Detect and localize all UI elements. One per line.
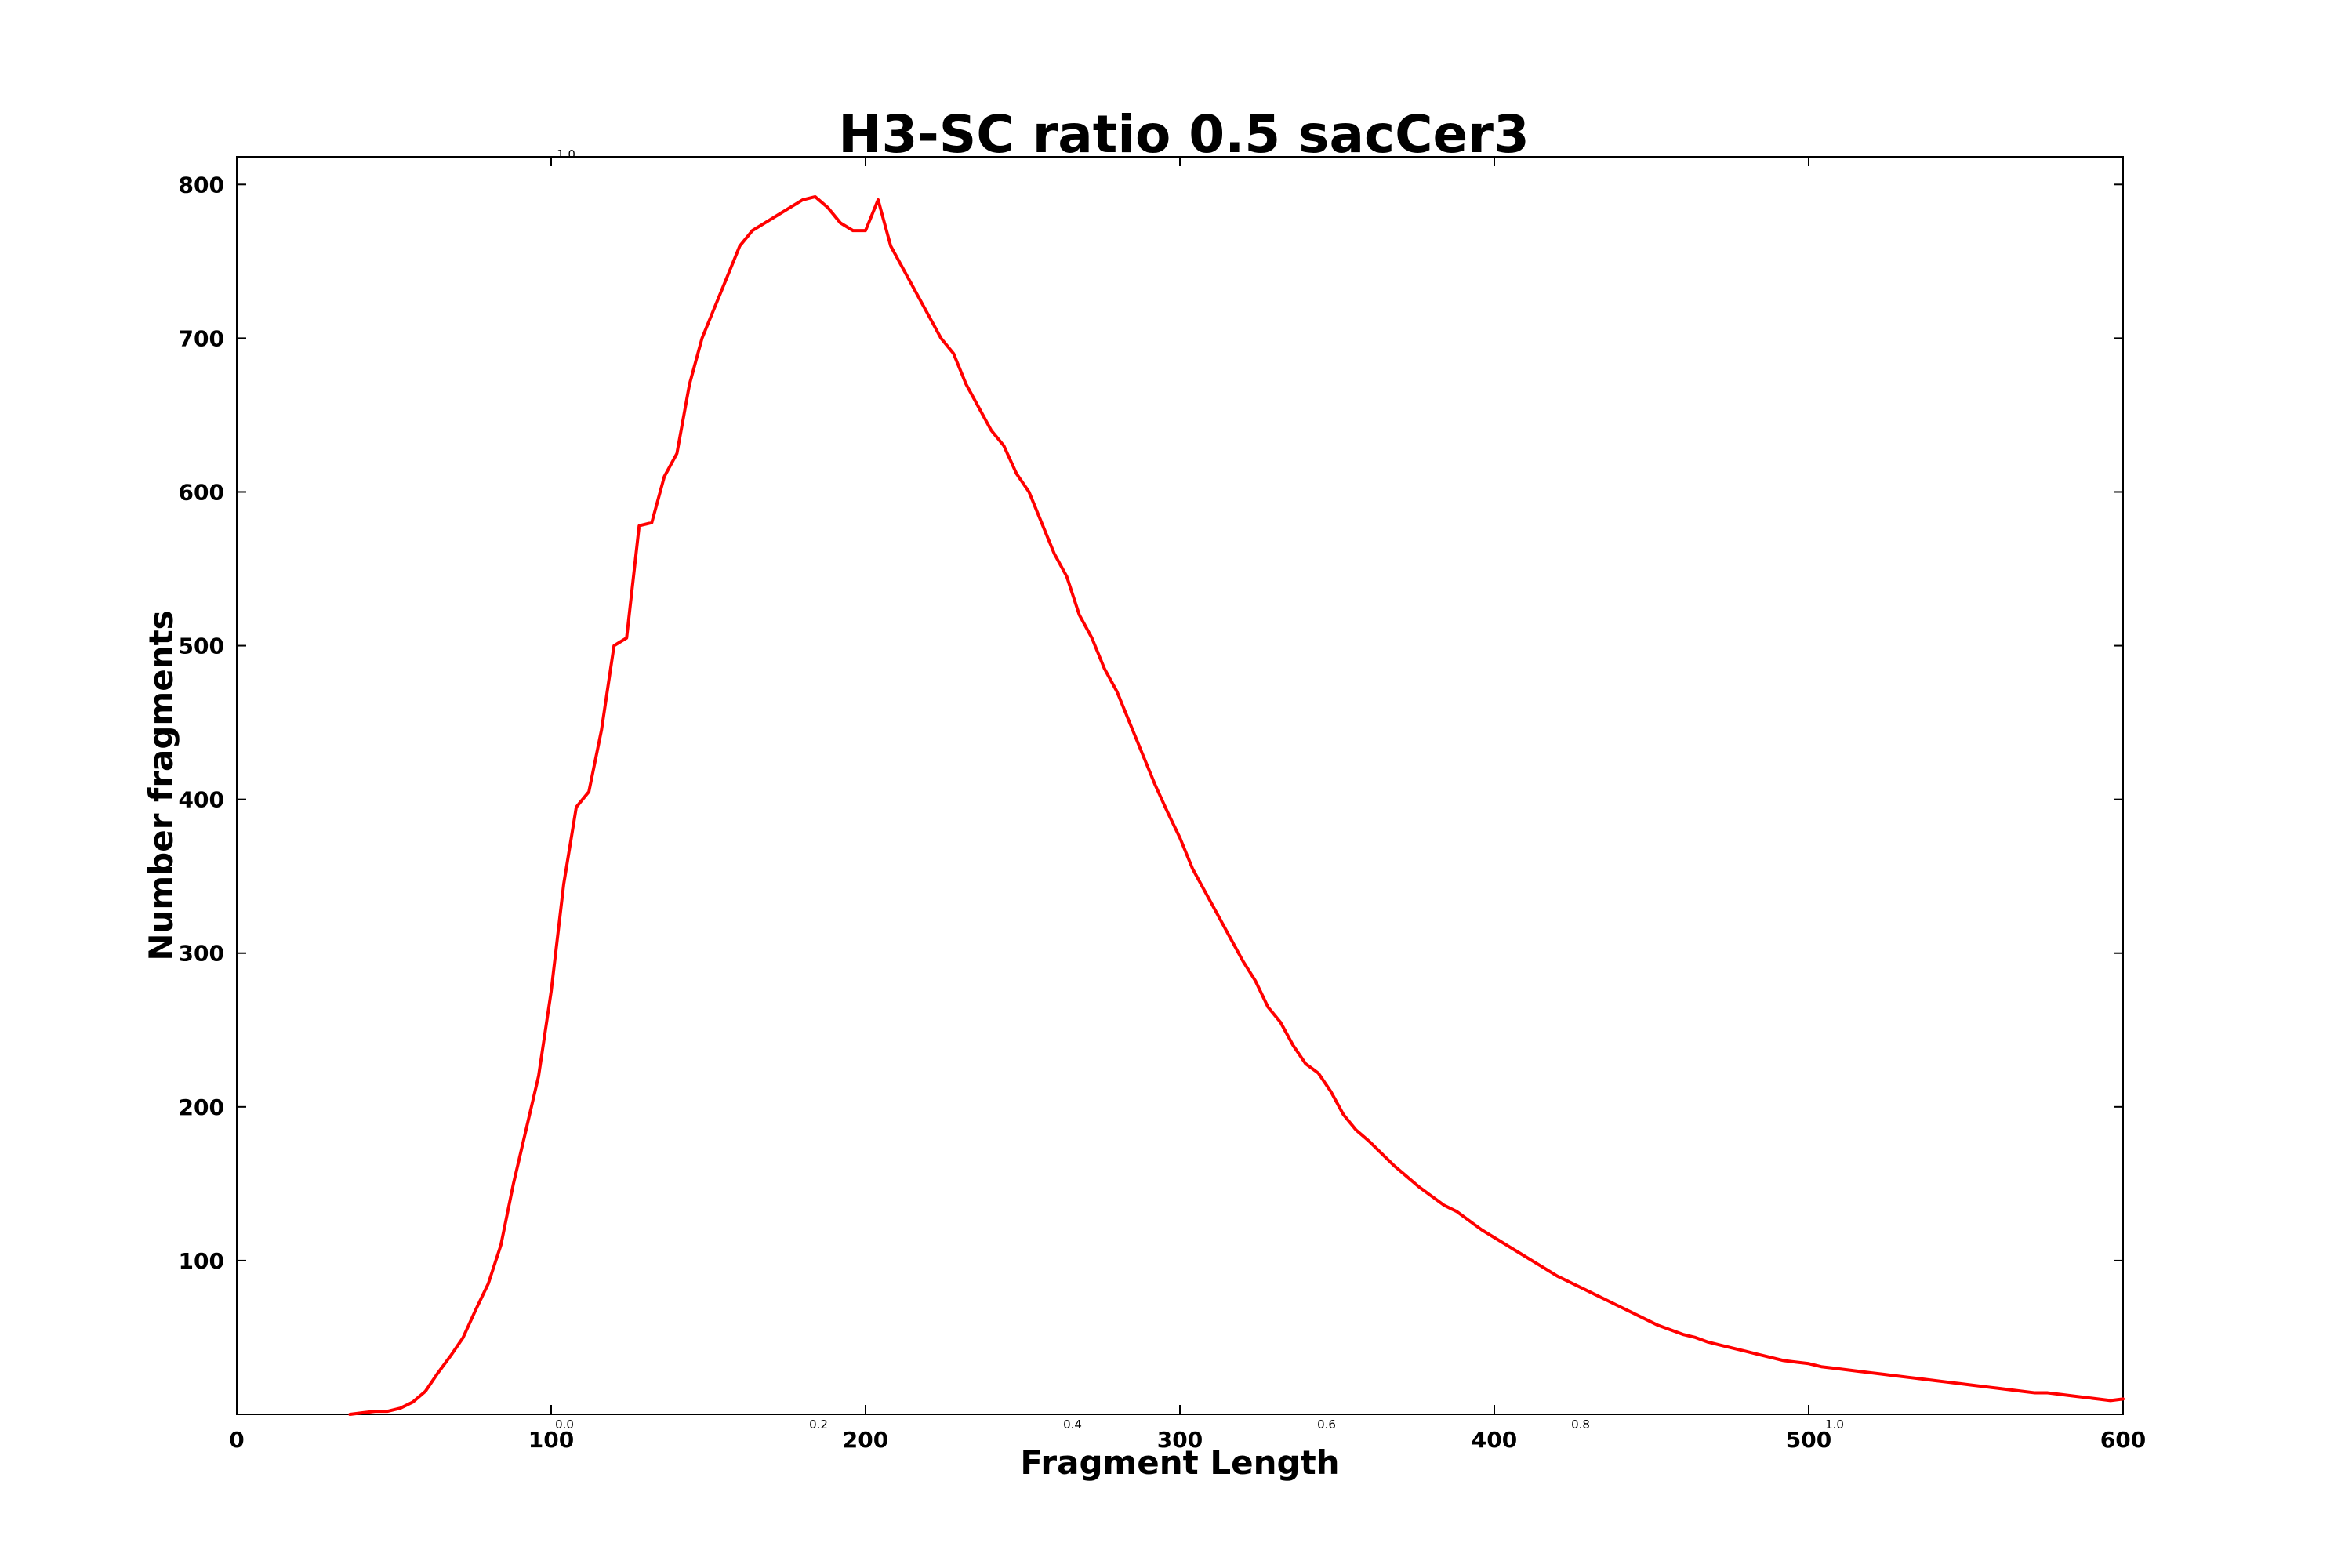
- ghost-x-label: 0.2: [809, 1417, 828, 1432]
- chart-title: H3-SC ratio 0.5 sacCer3: [838, 104, 1530, 165]
- fragment-series-line: [348, 194, 2125, 1416]
- ghost-x-label: 1.0: [1825, 1417, 1844, 1432]
- x-tick-label: 600: [2100, 1427, 2146, 1453]
- ghost-top-label: 1.0: [557, 147, 575, 162]
- y-tick-label: 200: [179, 1094, 224, 1120]
- y-tick-label: 300: [179, 941, 224, 967]
- y-tick-label: 600: [179, 479, 224, 505]
- ghost-axis-layer: 0.0 0.2 0.4 0.6 0.8 1.0 1.0: [555, 147, 1844, 1432]
- x-axis-ticks: 0 100 200 300 400 500 600: [229, 157, 2146, 1453]
- y-tick-label: 100: [179, 1248, 224, 1274]
- x-tick-label: 500: [1786, 1427, 1831, 1453]
- y-axis-ticks: 100 200 300 400 500 600 700 800: [179, 172, 2123, 1274]
- x-tick-label: 200: [843, 1427, 888, 1453]
- x-tick-label: 300: [1157, 1427, 1203, 1453]
- x-tick-label: 100: [528, 1427, 574, 1453]
- y-tick-label: 800: [179, 172, 224, 198]
- ghost-x-label: 0.6: [1317, 1417, 1336, 1432]
- y-tick-label: 400: [179, 787, 224, 813]
- y-tick-label: 500: [179, 633, 224, 659]
- x-tick-label: 0: [229, 1427, 244, 1453]
- ghost-x-label: 0.0: [555, 1417, 574, 1432]
- ghost-x-label: 0.4: [1063, 1417, 1082, 1432]
- series-layer: [348, 194, 2125, 1416]
- y-axis-label: Number fragments: [142, 610, 180, 960]
- x-axis-label: Fragment Length: [1020, 1443, 1339, 1482]
- x-tick-label: 400: [1472, 1427, 1517, 1453]
- y-tick-label: 700: [179, 325, 224, 351]
- ghost-x-label: 0.8: [1571, 1417, 1590, 1432]
